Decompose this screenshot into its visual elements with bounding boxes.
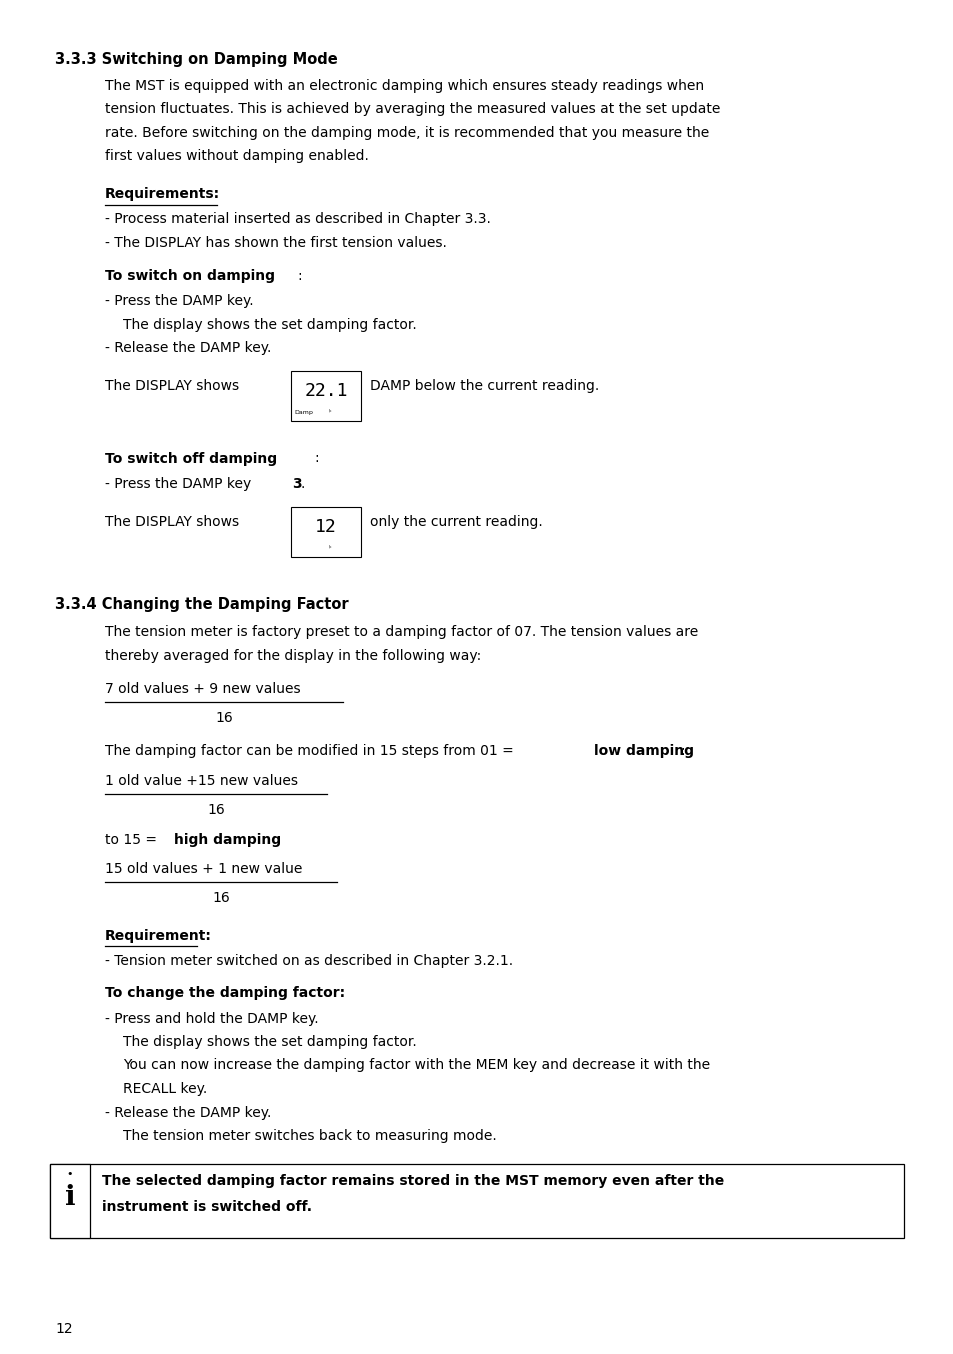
- Text: The selected damping factor remains stored in the MST memory even after the: The selected damping factor remains stor…: [102, 1174, 723, 1187]
- Text: rate. Before switching on the damping mode, it is recommended that you measure t: rate. Before switching on the damping mo…: [105, 126, 708, 139]
- Text: tension fluctuates. This is achieved by averaging the measured values at the set: tension fluctuates. This is achieved by …: [105, 103, 720, 116]
- Text: .: .: [301, 477, 305, 492]
- Text: instrument is switched off.: instrument is switched off.: [102, 1200, 312, 1215]
- Text: i: i: [65, 1183, 75, 1210]
- Text: The tension meter is factory preset to a damping factor of 07. The tension value: The tension meter is factory preset to a…: [105, 626, 698, 639]
- Text: Damp: Damp: [294, 410, 313, 416]
- Text: ᵎᵏ: ᵎᵏ: [329, 546, 333, 551]
- Text: - The DISPLAY has shown the first tension values.: - The DISPLAY has shown the first tensio…: [105, 236, 446, 250]
- Text: To change the damping factor:: To change the damping factor:: [105, 986, 345, 1001]
- FancyBboxPatch shape: [50, 1164, 903, 1238]
- Text: 15 old values + 1 new value: 15 old values + 1 new value: [105, 862, 302, 876]
- Text: The DISPLAY shows: The DISPLAY shows: [105, 379, 239, 394]
- Text: To switch off damping: To switch off damping: [105, 451, 276, 466]
- Text: 16: 16: [212, 891, 230, 904]
- Text: first values without damping enabled.: first values without damping enabled.: [105, 149, 369, 164]
- Text: You can now increase the damping factor with the MEM key and decrease it with th: You can now increase the damping factor …: [123, 1059, 709, 1072]
- Text: Requirements:: Requirements:: [105, 187, 220, 200]
- Text: The DISPLAY shows: The DISPLAY shows: [105, 515, 239, 529]
- Text: :: :: [314, 451, 318, 466]
- Text: - Press the DAMP key: - Press the DAMP key: [105, 477, 255, 492]
- Text: :: :: [679, 743, 684, 757]
- Text: :: :: [296, 269, 301, 283]
- Text: ᵎᵏ: ᵎᵏ: [329, 410, 333, 416]
- Text: 12: 12: [314, 519, 336, 536]
- Text: 22.1: 22.1: [304, 382, 348, 401]
- Text: - Tension meter switched on as described in Chapter 3.2.1.: - Tension meter switched on as described…: [105, 955, 513, 968]
- Text: 3.3.3 Switching on Damping Mode: 3.3.3 Switching on Damping Mode: [55, 51, 337, 66]
- FancyBboxPatch shape: [291, 506, 360, 556]
- Text: - Press and hold the DAMP key.: - Press and hold the DAMP key.: [105, 1011, 318, 1025]
- Text: 7 old values + 9 new values: 7 old values + 9 new values: [105, 682, 300, 696]
- Text: 16: 16: [214, 711, 233, 724]
- Text: thereby averaged for the display in the following way:: thereby averaged for the display in the …: [105, 649, 480, 662]
- Text: - Process material inserted as described in Chapter 3.3.: - Process material inserted as described…: [105, 213, 491, 226]
- Text: 16: 16: [207, 803, 225, 816]
- Text: Requirement:: Requirement:: [105, 929, 212, 942]
- Text: - Release the DAMP key.: - Release the DAMP key.: [105, 341, 271, 356]
- Text: low damping: low damping: [593, 743, 693, 757]
- Text: •: •: [67, 1169, 73, 1179]
- Text: 3.3.4 Changing the Damping Factor: 3.3.4 Changing the Damping Factor: [55, 597, 348, 612]
- Text: 3: 3: [293, 477, 302, 492]
- Text: - Press the DAMP key.: - Press the DAMP key.: [105, 295, 253, 309]
- FancyBboxPatch shape: [50, 1164, 90, 1238]
- Text: only the current reading.: only the current reading.: [370, 515, 542, 529]
- Text: to 15 =: to 15 =: [105, 833, 161, 846]
- Text: RECALL key.: RECALL key.: [123, 1082, 207, 1095]
- Text: The display shows the set damping factor.: The display shows the set damping factor…: [123, 1034, 416, 1049]
- Text: high damping: high damping: [174, 833, 281, 846]
- Text: 12: 12: [55, 1322, 72, 1336]
- Text: The display shows the set damping factor.: The display shows the set damping factor…: [123, 318, 416, 332]
- Text: - Release the DAMP key.: - Release the DAMP key.: [105, 1105, 271, 1120]
- Text: The tension meter switches back to measuring mode.: The tension meter switches back to measu…: [123, 1129, 497, 1143]
- Text: DAMP below the current reading.: DAMP below the current reading.: [370, 379, 598, 394]
- Text: The MST is equipped with an electronic damping which ensures steady readings whe: The MST is equipped with an electronic d…: [105, 79, 703, 93]
- FancyBboxPatch shape: [291, 371, 360, 421]
- Text: To switch on damping: To switch on damping: [105, 269, 274, 283]
- Text: 1 old value +15 new values: 1 old value +15 new values: [105, 774, 297, 788]
- Text: The damping factor can be modified in 15 steps from 01 =: The damping factor can be modified in 15…: [105, 743, 517, 757]
